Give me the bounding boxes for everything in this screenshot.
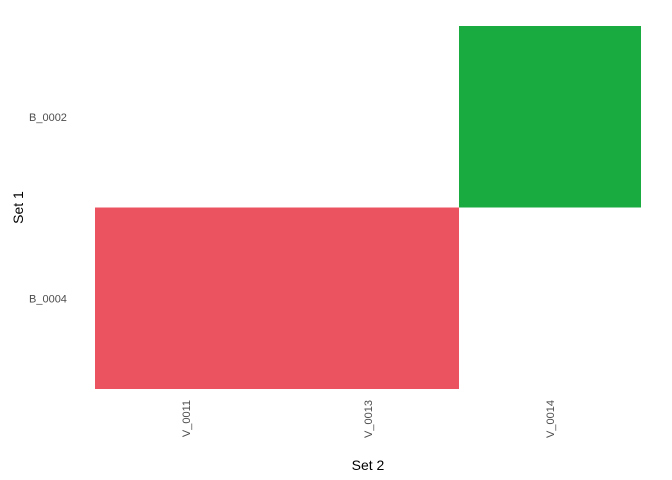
y-tick-label: B_0004 — [29, 293, 67, 305]
y-tick-label: B_0002 — [29, 112, 67, 124]
heatmap-cell-b_0004 — [95, 207, 459, 389]
x-tick-label: V_0011 — [181, 400, 193, 437]
x-tick-label: V_0013 — [363, 400, 375, 438]
x-axis-title: Set 2 — [352, 457, 385, 473]
heatmap-cells — [95, 26, 641, 389]
y-axis-title: Set 1 — [10, 191, 26, 224]
x-tick-labels: V_0011 V_0013 V_0014 — [181, 400, 557, 438]
x-tick-label: V_0014 — [545, 400, 557, 438]
heatmap-cell-b_0002 — [459, 26, 641, 208]
y-tick-labels: B_0002 B_0004 — [29, 112, 67, 306]
